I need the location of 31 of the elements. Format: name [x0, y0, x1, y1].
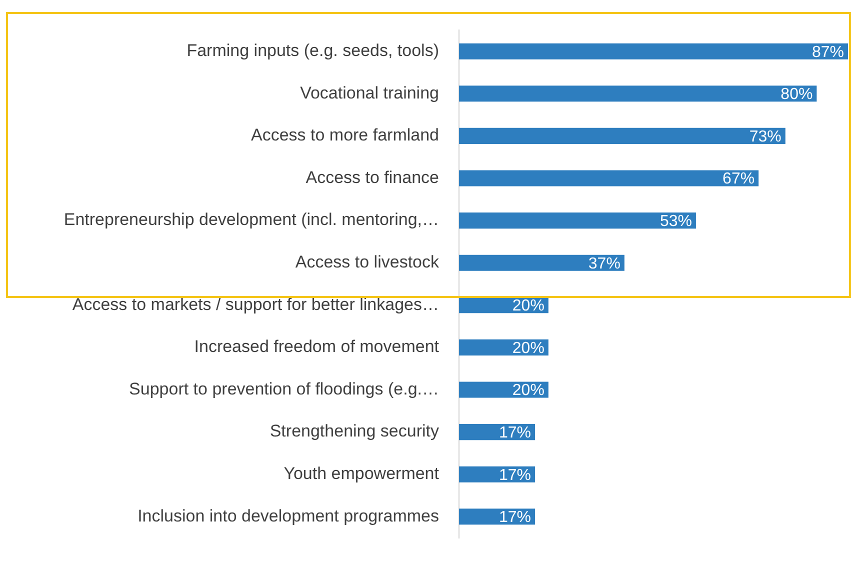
data-label: 87%	[812, 44, 844, 61]
data-label: 20%	[512, 382, 544, 400]
bar	[459, 382, 548, 398]
y-tick-label: Inclusion into development programmes	[138, 506, 439, 526]
y-tick-label: Entrepreneurship development (incl. mentoring,…	[64, 210, 439, 230]
y-tick-label: Access to markets / support for better linkages…	[72, 294, 439, 314]
data-label: 73%	[749, 128, 782, 146]
data-label: 67%	[722, 170, 755, 188]
data-label: 17%	[498, 424, 532, 442]
y-tick-label: Access to livestock	[295, 252, 440, 272]
bar	[459, 254, 624, 271]
data-label: 37%	[588, 255, 620, 272]
y-tick-label: Youth empowerment	[284, 464, 440, 484]
y-tick-label: Strengthening security	[270, 422, 440, 441]
y-tick-label: Farming inputs (e.g. seeds, tools)	[186, 41, 439, 60]
data-label: 20%	[512, 340, 544, 357]
data-label: 53%	[660, 212, 692, 230]
data-label: 17%	[498, 509, 532, 526]
data-label: 80%	[780, 86, 813, 104]
data-label: 17%	[498, 466, 532, 484]
bar	[459, 43, 848, 60]
bar	[459, 212, 696, 229]
bar	[459, 86, 817, 102]
y-tick-label: Vocational training	[300, 83, 439, 102]
y-tick-label: Access to more farmland	[250, 126, 439, 145]
bar	[459, 128, 786, 144]
bar	[459, 170, 759, 186]
y-tick-label: Access to finance	[306, 168, 439, 187]
y-tick-label: Increased freedom of movement	[194, 337, 440, 356]
y-tick-label: Support to prevention of floodings (e.g.…	[129, 379, 439, 398]
data-label: 20%	[512, 298, 544, 315]
